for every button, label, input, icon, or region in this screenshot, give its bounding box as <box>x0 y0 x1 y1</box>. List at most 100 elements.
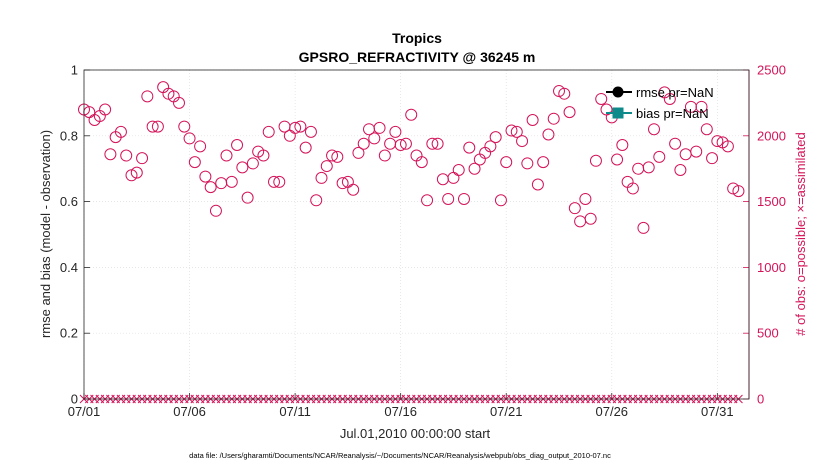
y-axis-left: 0 0.2 0.4 0.6 0.8 1 <box>60 63 90 407</box>
obs-possible-point <box>389 125 402 138</box>
obs-possible-point <box>452 164 465 177</box>
obs-possible-point <box>579 192 592 205</box>
obs-possible-point <box>727 182 740 195</box>
x-tick-label: 07/26 <box>596 404 629 419</box>
y-tick-label: 0 <box>71 392 78 407</box>
obs-possible-point <box>310 194 323 207</box>
legend-bias-marker <box>612 107 624 119</box>
plot-frame <box>83 69 750 400</box>
obs-possible-point <box>547 112 560 125</box>
obs-possible-point <box>695 100 708 113</box>
obs-possible-point <box>183 132 196 145</box>
y-tick-label: 0.6 <box>60 194 78 209</box>
x-tick-label: 07/11 <box>279 404 311 419</box>
obs-possible-point <box>663 92 676 105</box>
obs-possible-point <box>199 170 212 183</box>
obs-possible-point <box>304 125 317 138</box>
obs-possible-point <box>690 145 703 158</box>
chart-title: Tropics <box>392 30 442 46</box>
obs-possible-point <box>721 140 734 153</box>
x-tick-label: 07/21 <box>490 404 523 419</box>
obs-possible-point <box>331 150 344 163</box>
obs-possible-point <box>194 140 207 153</box>
x-tick-label: 07/31 <box>701 404 734 419</box>
obs-possible-point <box>162 87 175 100</box>
obs-possible-point <box>289 121 302 134</box>
obs-possible-point <box>178 120 191 133</box>
legend-rmse-label: rmse pr=NaN <box>636 85 714 100</box>
y2-tick-label: 2500 <box>757 63 786 78</box>
y-tick-label: 0.2 <box>60 326 78 341</box>
x-axis-label: Jul.01,2010 00:00:00 start <box>340 426 491 441</box>
obs-possible-point <box>706 152 719 165</box>
obs-possible-point <box>352 146 365 159</box>
obs-possible-point <box>510 125 523 138</box>
obs-possible-point <box>173 96 185 109</box>
obs-possible-point <box>516 135 529 148</box>
obs-possible-point <box>399 137 412 150</box>
x-tick-label: 07/06 <box>173 404 206 419</box>
obs-possible-point <box>531 178 544 191</box>
obs-possible-point <box>637 221 650 234</box>
obs-possible-point <box>141 90 154 103</box>
obs-possible-point <box>136 152 149 165</box>
y2-tick-label: 0 <box>757 392 764 407</box>
obs-possible-point <box>642 161 655 174</box>
obs-possible-point <box>421 194 434 207</box>
obs-possible-point <box>405 108 418 121</box>
obs-possible-point <box>114 125 127 138</box>
obs-possible-point <box>463 141 476 154</box>
obs-possible-point <box>378 149 391 162</box>
obs-possible-point <box>231 139 244 152</box>
obs-possible-point <box>584 212 597 225</box>
obs-possible-point <box>373 121 386 134</box>
legend-rmse-marker <box>612 86 624 98</box>
y2-tick-label: 500 <box>757 326 779 341</box>
obs-possible-point <box>494 194 507 207</box>
obs-possible-point <box>674 164 687 177</box>
obs-possible-point <box>589 154 602 167</box>
obs-possible-point <box>521 157 534 170</box>
obs-possible-point <box>563 106 576 119</box>
y2-tick-label: 1500 <box>757 194 786 209</box>
obs-possible-point <box>130 166 143 179</box>
obs-possible-point <box>125 169 138 182</box>
obs-possible-point <box>257 149 270 162</box>
obs-possible-point <box>568 202 581 215</box>
obs-possible-point <box>415 156 428 169</box>
obs-possible-point <box>648 123 660 136</box>
y2-tick-label: 1000 <box>757 260 786 275</box>
legend-bias-label: bias pr=NaN <box>636 106 709 121</box>
plot-area <box>84 70 749 399</box>
obs-possible-point <box>458 192 470 205</box>
obs-possible-point <box>653 150 666 163</box>
obs-possible-point <box>241 191 254 204</box>
obs-possible-point <box>246 157 259 170</box>
obs-possible-point <box>188 156 201 169</box>
data-file-footnote: data file: /Users/gharamti/Documents/NCA… <box>189 451 611 460</box>
obs-possible-point <box>500 156 513 169</box>
obs-possible-point <box>484 140 497 153</box>
x-axis: 07/01 07/06 07/11 07/16 07/21 07/26 07/31 <box>68 393 734 419</box>
legend: rmse pr=NaN bias pr=NaN <box>606 85 714 121</box>
obs-possible-point <box>151 120 164 133</box>
y2-tick-label: 2000 <box>757 128 786 143</box>
obs-possible-point <box>489 131 502 144</box>
x-tick-label: 07/16 <box>384 404 417 419</box>
obs-possible-point <box>611 153 624 166</box>
chart-subtitle: GPSRO_REFRACTIVITY @ 36245 m <box>299 49 536 65</box>
obs-possible-point <box>294 120 307 133</box>
obs-possible-point <box>220 149 233 162</box>
obs-possible-point <box>209 204 222 217</box>
obs-possible-point <box>146 120 159 133</box>
obs-possible-point <box>99 103 112 116</box>
obs-possible-point <box>558 87 571 100</box>
obs-possible-point <box>357 137 370 150</box>
obs-possible-point <box>431 137 444 150</box>
y-tick-label: 0.4 <box>60 260 78 275</box>
y2-axis-label: # of obs: o=possible; ×=assimilated <box>793 132 808 335</box>
obs-possible-point <box>700 123 713 136</box>
obs-possible-point <box>262 125 275 138</box>
obs-possible-point <box>326 149 339 162</box>
obs-possible-point <box>320 160 333 173</box>
